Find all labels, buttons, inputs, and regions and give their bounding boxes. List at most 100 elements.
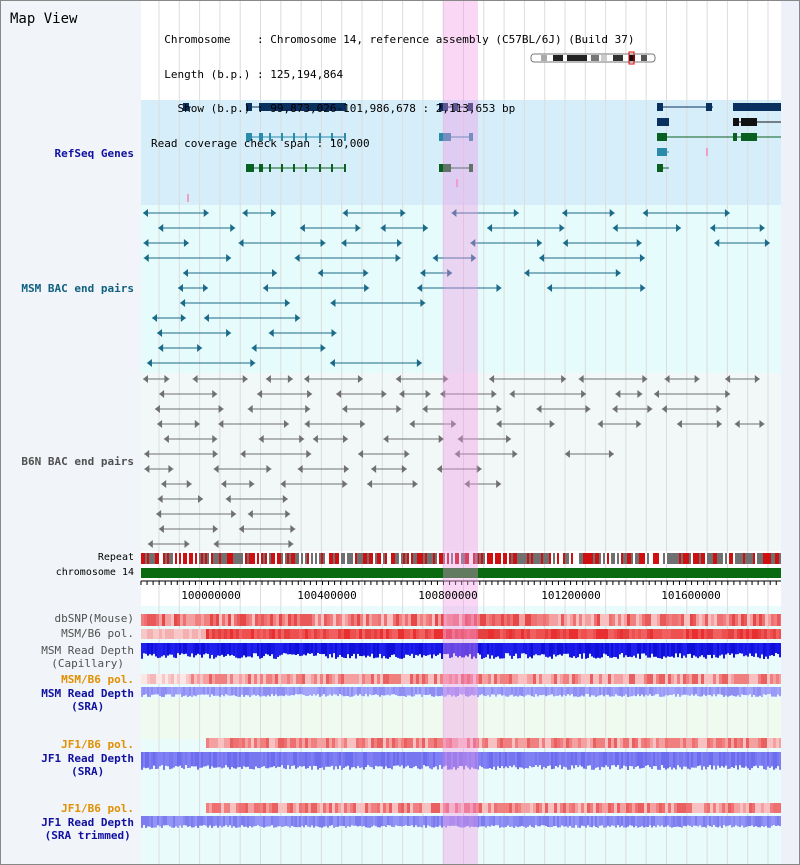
depth-bar [551,752,553,770]
msm-pol-label[interactable]: MSM/B6 pol. [61,627,134,640]
depth-bar [399,643,401,659]
depth-bar [179,752,181,766]
bac-end-marker [336,390,342,398]
heat-cell [620,674,623,684]
b6n-bac-band [141,373,781,551]
heat-cell [177,674,180,684]
heat-cell [549,614,552,626]
depth-bar [533,643,535,656]
bac-end-marker [230,224,236,232]
ideogram-position-marker [628,51,635,65]
depth-bar [251,643,253,658]
depth-bar [261,643,263,658]
repeat-block [253,553,255,564]
depth-bar [277,687,279,697]
repeat-block [703,553,705,564]
depth-bar [685,687,687,695]
heat-cell [686,674,689,684]
bac-end-marker [287,375,293,383]
depth-bar [327,687,329,696]
repeat-label[interactable]: Repeat [97,552,134,563]
heat-cell [743,738,746,748]
heat-cell [359,674,362,684]
length-label: Length (b.p.) [164,67,251,81]
depth-bar [431,752,433,770]
depth-bar [523,643,525,654]
depth-bar [345,752,347,767]
depth-bar [623,816,625,828]
heat-cell [428,674,431,684]
depth-bar [765,816,767,826]
heat-cell [488,629,491,639]
heat-cell [711,614,714,626]
heat-cell [314,738,317,748]
repeat-block [467,553,469,564]
repeat-block [611,553,613,564]
heat-cell [300,614,303,626]
bac-end-marker [320,344,326,352]
b6n-bac-label[interactable]: B6N BAC end pairs [21,455,134,468]
heat-cell [596,738,599,748]
repeat-block [459,553,461,564]
depth-bar [155,752,157,769]
jf1-depth-sra-label[interactable]: JF1 Read Depth (SRA) [41,752,134,778]
depth-bar [357,687,359,696]
repeat-block [313,553,315,564]
refseq-genes-label[interactable]: RefSeq Genes [54,147,134,160]
bac-end-marker [396,405,402,413]
repeat-block [513,553,515,564]
heat-cell [656,738,659,748]
depth-bar [461,816,463,828]
heat-cell [438,614,441,626]
msm-depth-sra-label[interactable]: MSM Read Depth (SRA) [41,687,134,713]
heat-cell [428,803,431,813]
depth-bar [435,752,437,767]
repeat-block [239,553,241,564]
heat-cell [413,674,416,684]
heat-cell [776,738,779,748]
repeat-block [733,553,735,564]
bac-end-marker [343,435,349,443]
msm-pol-sra-label[interactable]: MSM/B6 pol. [61,673,134,686]
dbsnp-label[interactable]: dbSNP(Mouse) [54,612,134,625]
depth-bar [333,643,335,654]
repeat-block [277,553,279,564]
jf1-depth-trim-label[interactable]: JF1 Read Depth (SRA trimmed) [41,816,134,842]
repeat-block [249,553,251,564]
heat-cell [303,614,306,626]
heat-cell [344,803,347,813]
heat-cell [503,803,506,813]
depth-bar [741,643,743,654]
repeat-block [445,553,447,564]
heat-cell [548,629,551,639]
heat-cell [689,629,692,639]
repeat-block [377,553,379,564]
depth-bar [737,816,739,827]
msm-bac-label[interactable]: MSM BAC end pairs [21,282,134,295]
jf1-pol-sra-label[interactable]: JF1/B6 pol. [61,738,134,751]
bac-end-marker [640,284,646,292]
heat-cell [198,614,201,626]
bac-end-marker [330,299,336,307]
repeat-block [709,553,711,564]
depth-bar [341,752,343,770]
heat-cell [252,614,255,626]
heat-cell [581,629,584,639]
heat-cell [554,738,557,748]
heat-cell [251,738,254,748]
depth-bar [399,752,401,767]
bac-end-marker [329,359,335,367]
jf1-pol-trim-label[interactable]: JF1/B6 pol. [61,802,134,815]
heat-cell [482,738,485,748]
heat-cell [209,674,212,684]
depth-bar [299,816,301,828]
chromosome-track-label[interactable]: chromosome 14 [55,567,134,578]
depth-bar [401,752,403,766]
depth-bar [743,816,745,828]
heat-cell [669,614,672,626]
heat-cell [503,629,506,639]
depth-bar [535,687,537,695]
msm-depth-capillary-label[interactable]: MSM Read Depth (Capillary) [41,644,134,670]
depth-bar [457,643,459,658]
